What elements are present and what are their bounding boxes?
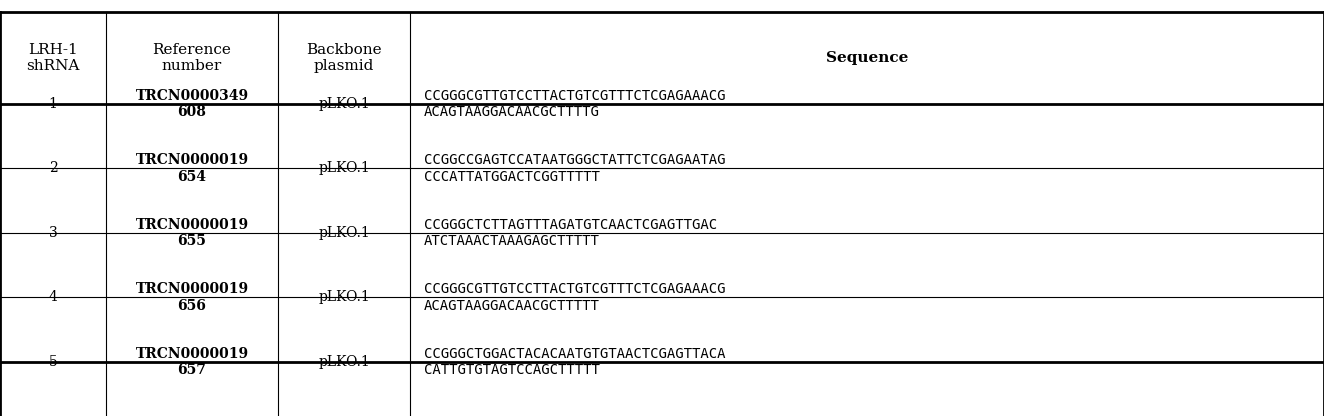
- Text: 5: 5: [49, 355, 57, 369]
- Text: pLKO.1: pLKO.1: [318, 97, 371, 111]
- Text: CCGGGCGTTGTCCTTACTGTCGTTTCTCGAGAAACG
ACAGTAAGGACAACGCTTTTT: CCGGGCGTTGTCCTTACTGTCGTTTCTCGAGAAACG ACA…: [424, 282, 726, 312]
- Text: 3: 3: [49, 226, 57, 240]
- Text: CCGGCCGAGTCCATAATGGGCTATTCTCGAGAATAG
CCCATTATGGACTCGGTTTTT: CCGGCCGAGTCCATAATGGGCTATTCTCGAGAATAG CCC…: [424, 154, 726, 183]
- Text: pLKO.1: pLKO.1: [318, 226, 371, 240]
- Text: pLKO.1: pLKO.1: [318, 355, 371, 369]
- Text: Reference
number: Reference number: [152, 43, 232, 73]
- Text: TRCN0000019
654: TRCN0000019 654: [135, 154, 249, 183]
- Text: pLKO.1: pLKO.1: [318, 290, 371, 305]
- Text: TRCN0000019
657: TRCN0000019 657: [135, 347, 249, 377]
- Text: CCGGGCGTTGTCCTTACTGTCGTTTCTCGAGAAACG
ACAGTAAGGACAACGCTTTTG: CCGGGCGTTGTCCTTACTGTCGTTTCTCGAGAAACG ACA…: [424, 89, 726, 119]
- Text: TRCN0000019
655: TRCN0000019 655: [135, 218, 249, 248]
- Text: CCGGGCTCTTAGTTTAGATGTCAACTCGAGTTGAC
ATCTAAACTAAAGAGCTTTTT: CCGGGCTCTTAGTTTAGATGTCAACTCGAGTTGAC ATCT…: [424, 218, 716, 248]
- Text: Backbone
plasmid: Backbone plasmid: [306, 43, 383, 73]
- Text: TRCN0000349
608: TRCN0000349 608: [135, 89, 249, 119]
- Text: 4: 4: [49, 290, 57, 305]
- Text: 1: 1: [49, 97, 57, 111]
- Text: LRH-1
shRNA: LRH-1 shRNA: [26, 43, 79, 73]
- Text: 2: 2: [49, 161, 57, 176]
- Text: Sequence: Sequence: [826, 51, 908, 65]
- Text: CCGGGCTGGACTACACAATGTGTAACTCGAGTTACA
CATTGTGTAGTCCAGCTTTTT: CCGGGCTGGACTACACAATGTGTAACTCGAGTTACA CAT…: [424, 347, 726, 377]
- Text: pLKO.1: pLKO.1: [318, 161, 371, 176]
- Text: TRCN0000019
656: TRCN0000019 656: [135, 282, 249, 312]
